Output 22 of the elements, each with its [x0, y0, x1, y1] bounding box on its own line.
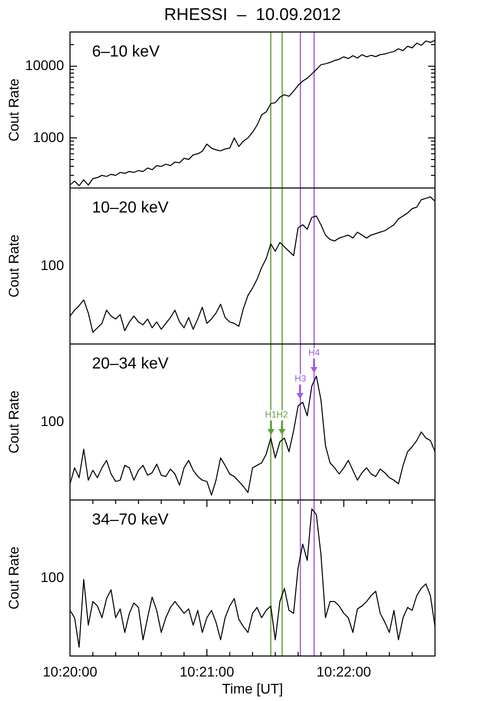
text: 100: [40, 412, 64, 429]
x-tick-label: 10:20:00: [42, 663, 98, 680]
annotation: H4: [308, 348, 320, 358]
chart-title: RHESSI – 10.09.2012: [164, 4, 341, 24]
y-axis-title: Cout Rate: [5, 78, 22, 142]
text: 100: [40, 256, 64, 273]
y-axis-title: Cout Rate: [5, 390, 22, 454]
text: 100: [40, 568, 64, 585]
x-axis-title: Time [UT]: [222, 680, 283, 696]
y-axis-title: Cout Rate: [5, 234, 22, 298]
y-tick-label: 10000: [25, 57, 64, 74]
annotation: H1: [265, 410, 277, 420]
x-tick-label: 10:21:00: [180, 663, 234, 680]
y-tick-label: 1000: [32, 128, 64, 145]
legend-label: 34–70 keV: [92, 511, 169, 528]
annotation: H3: [294, 374, 306, 384]
y-axis-title: Cout Rate: [5, 546, 22, 610]
text: 20–34 keV: [92, 355, 169, 372]
x-tick-label: 10:22:00: [316, 663, 372, 680]
annotation: H2: [276, 410, 288, 420]
text: 6–10 keV: [92, 43, 160, 60]
text: 10–20 keV: [92, 199, 169, 216]
